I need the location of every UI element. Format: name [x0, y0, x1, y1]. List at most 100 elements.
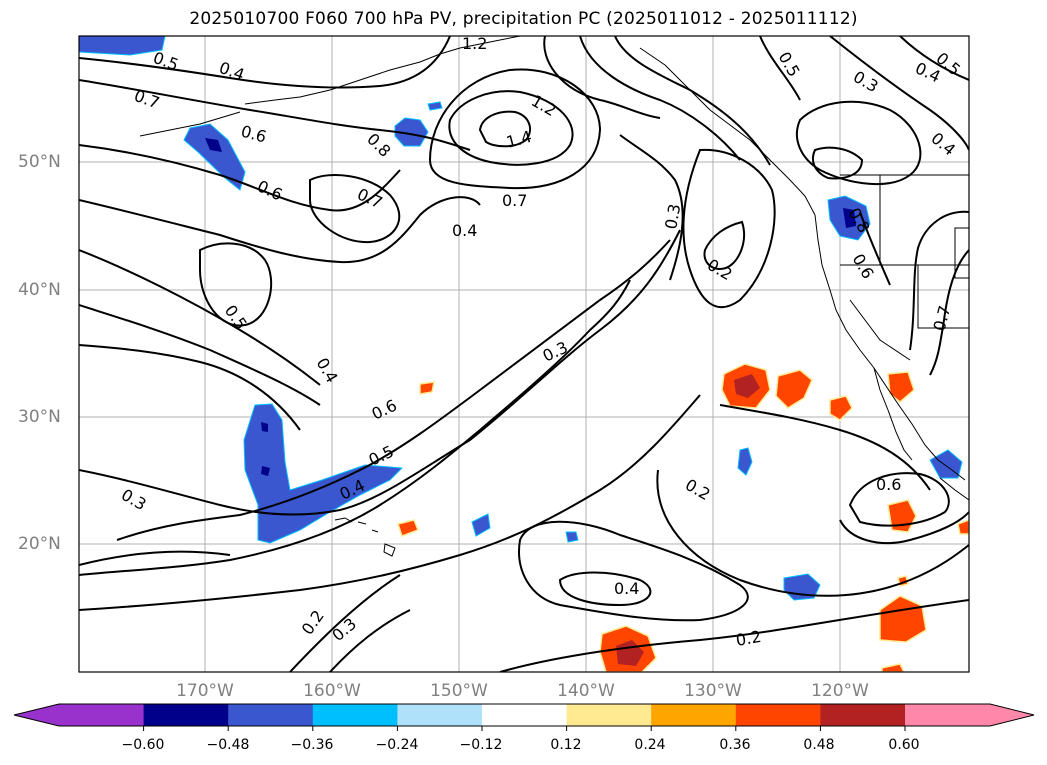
precip-patch: [881, 663, 905, 672]
precip-patch: [843, 208, 856, 228]
lat-tick-label: 30°N: [18, 407, 61, 427]
precip-patch: [427, 101, 443, 111]
colorbar-extend-low: [14, 704, 59, 726]
pv-contour: [795, 100, 922, 186]
precip-patch: [471, 513, 491, 537]
colorbar-segment: [820, 704, 906, 726]
colorbar-segment: [482, 704, 568, 726]
colorbar-extend-high: [990, 704, 1034, 726]
precip-patch: [737, 447, 753, 476]
colorbar-segment: [905, 704, 991, 726]
colorbar-tick-label: −0.36: [290, 737, 334, 753]
contour-label: 0.3: [661, 202, 684, 230]
chart-title: 2025010700 F060 700 hPa PV, precipitatio…: [189, 9, 858, 29]
pv-contour: [614, 36, 771, 166]
precip-patch: [397, 519, 419, 537]
precip-patch: [957, 519, 969, 535]
colorbar-tick-label: −0.48: [206, 737, 250, 753]
pv-contour: [703, 220, 745, 270]
colorbar-tick-label: 0.36: [719, 737, 751, 753]
colorbar-segment: [312, 704, 398, 726]
lon-tick-label: 140°W: [557, 681, 615, 701]
precip-patch: [734, 374, 760, 398]
pv-contour: [79, 394, 701, 611]
precip-patch: [829, 395, 853, 421]
pv-contour: [811, 146, 864, 180]
pv-contour: [619, 134, 684, 281]
lat-tick-label: 20°N: [18, 534, 61, 554]
colorbar-tick-label: −0.60: [121, 737, 165, 753]
precip-patch: [183, 123, 246, 191]
pv-contour: [448, 90, 574, 166]
precip-patch: [565, 531, 579, 543]
colorbar-segment: [143, 704, 229, 726]
precip-patch: [419, 381, 435, 395]
coast-mexico: [939, 477, 969, 501]
pv-contour: [79, 144, 401, 212]
pv-contour: [543, 36, 661, 119]
coast-aleutians: [139, 111, 241, 137]
pv-contour: [579, 36, 741, 161]
pv-contour: [899, 36, 969, 81]
pv-contour: [289, 574, 401, 672]
pv-contour: [329, 609, 411, 672]
coast-hawaii: [334, 517, 396, 557]
colorbar-tick-label: 0.48: [803, 737, 835, 753]
colorbar-ticks: [143, 726, 906, 731]
contour-label: 0.2: [734, 627, 762, 650]
coastlines: [139, 36, 969, 557]
colorbar-tick-label: 0.60: [888, 737, 920, 753]
colorbar-tick-label: −0.12: [459, 737, 503, 753]
lon-tick-label: 170°W: [176, 681, 234, 701]
contour-label: 0.4: [452, 221, 477, 240]
pv-contour: [558, 571, 652, 607]
precip-patch: [205, 138, 222, 152]
precip-patch: [775, 369, 813, 409]
pv-contour: [79, 36, 451, 89]
pv-contour: [682, 148, 776, 309]
colorbar-tick-label: 0.12: [550, 737, 582, 753]
precip-patch: [79, 36, 166, 56]
pv-contour: [518, 520, 749, 622]
precip-patch: [394, 117, 429, 147]
map-frame: [78, 35, 970, 673]
lat-tick-label: 40°N: [18, 280, 61, 300]
pv-contour: [719, 404, 931, 491]
state-border-6: [954, 227, 969, 279]
contour-label: 0.6: [876, 475, 901, 494]
pv-contour: [478, 110, 531, 148]
colorbar-segment: [651, 704, 737, 726]
pv-contour: [829, 36, 969, 151]
precip-patch: [243, 403, 404, 544]
pv-contour: [759, 36, 801, 101]
colorbar-tick-label: −0.24: [375, 737, 419, 753]
contour-label: 0.4: [614, 579, 639, 598]
colorbar-outline: [13, 703, 1035, 727]
pv-contour: [79, 344, 301, 431]
colorbar-segment: [228, 704, 314, 726]
gridlines: [79, 36, 969, 672]
colorbar-segment: [735, 704, 821, 726]
pv-contours: [79, 36, 969, 672]
pv-contour: [309, 174, 401, 244]
lon-tick-label: 160°W: [303, 681, 361, 701]
pv-contour: [839, 511, 969, 544]
pv-contour: [79, 304, 321, 406]
pv-contour: [859, 211, 891, 286]
pv-contour: [428, 68, 602, 190]
pv-contour: [79, 79, 471, 151]
colorbar-segment: [397, 704, 483, 726]
colorbar-segments: [14, 704, 1034, 726]
colorbar-segment: [59, 704, 145, 726]
lon-tick-label: 120°W: [811, 681, 869, 701]
coast-panhandle: [639, 47, 816, 216]
lon-tick-label: 130°W: [684, 681, 742, 701]
pv-contour: [656, 469, 969, 597]
contour-label: 0.7: [502, 191, 527, 210]
pv-contour: [79, 550, 231, 566]
precip-patch: [261, 422, 268, 432]
pv-contour: [909, 210, 969, 351]
precip-patch: [261, 466, 270, 476]
